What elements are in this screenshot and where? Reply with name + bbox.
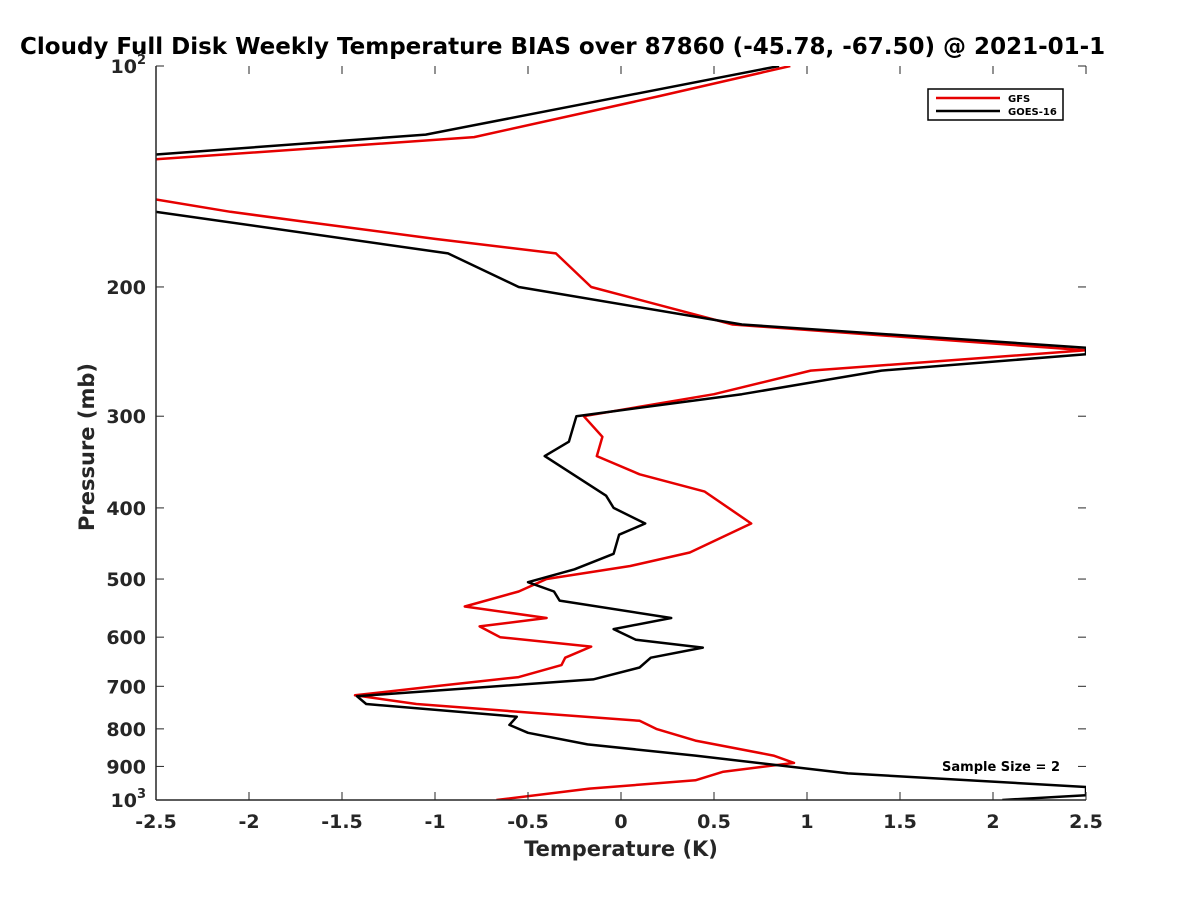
legend-label-gfs: GFS xyxy=(1008,94,1030,105)
y-tick-label: 200 xyxy=(106,277,146,299)
y-tick-label: 103 xyxy=(111,787,147,812)
y-axis-ticks: 102 200 300 400 500 600 700 800 900 103 xyxy=(106,53,1086,812)
legend: GFS GOES-16 xyxy=(927,88,1064,121)
x-tick-label: -1 xyxy=(424,811,445,833)
y-tick-label: 300 xyxy=(106,406,146,428)
x-tick-label: -1.5 xyxy=(321,811,363,833)
plot-axes xyxy=(156,66,1086,800)
x-tick-label: -2.5 xyxy=(135,811,177,833)
y-tick-label: 900 xyxy=(106,756,146,778)
series-line-goes-16-1 xyxy=(156,210,1086,800)
x-tick-label: 0.5 xyxy=(697,811,731,833)
y-tick-label: 500 xyxy=(106,569,146,591)
x-tick-label: -0.5 xyxy=(507,811,549,833)
y-tick-label: 102 xyxy=(111,53,147,78)
y-tick-label: 600 xyxy=(106,627,146,649)
x-tick-label: -2 xyxy=(238,811,259,833)
legend-box xyxy=(927,88,1064,121)
x-axis-label: Temperature (K) xyxy=(524,837,718,861)
chart-title: Cloudy Full Disk Weekly Temperature BIAS… xyxy=(20,34,1105,60)
series-line-gfs-1 xyxy=(156,198,1086,800)
x-tick-label: 1 xyxy=(800,811,813,833)
x-tick-label: 0 xyxy=(614,811,627,833)
series-layer xyxy=(156,66,1086,800)
y-tick-label: 400 xyxy=(106,498,146,520)
y-tick-label: 700 xyxy=(106,676,146,698)
x-axis-ticks: -2.5 -2 -1.5 -1 -0.5 0 0.5 1 1.5 2 2.5 xyxy=(135,66,1103,833)
y-tick-label: 800 xyxy=(106,719,146,741)
x-tick-label: 1.5 xyxy=(883,811,917,833)
legend-label-goes16: GOES-16 xyxy=(1008,107,1057,118)
x-tick-label: 2.5 xyxy=(1069,811,1103,833)
series-line-gfs-0 xyxy=(156,66,791,161)
y-axis-label: Pressure (mb) xyxy=(75,363,99,531)
sample-size-annotation: Sample Size = 2 xyxy=(942,760,1060,775)
x-tick-label: 2 xyxy=(986,811,999,833)
series-line-goes-16-0 xyxy=(156,66,780,156)
